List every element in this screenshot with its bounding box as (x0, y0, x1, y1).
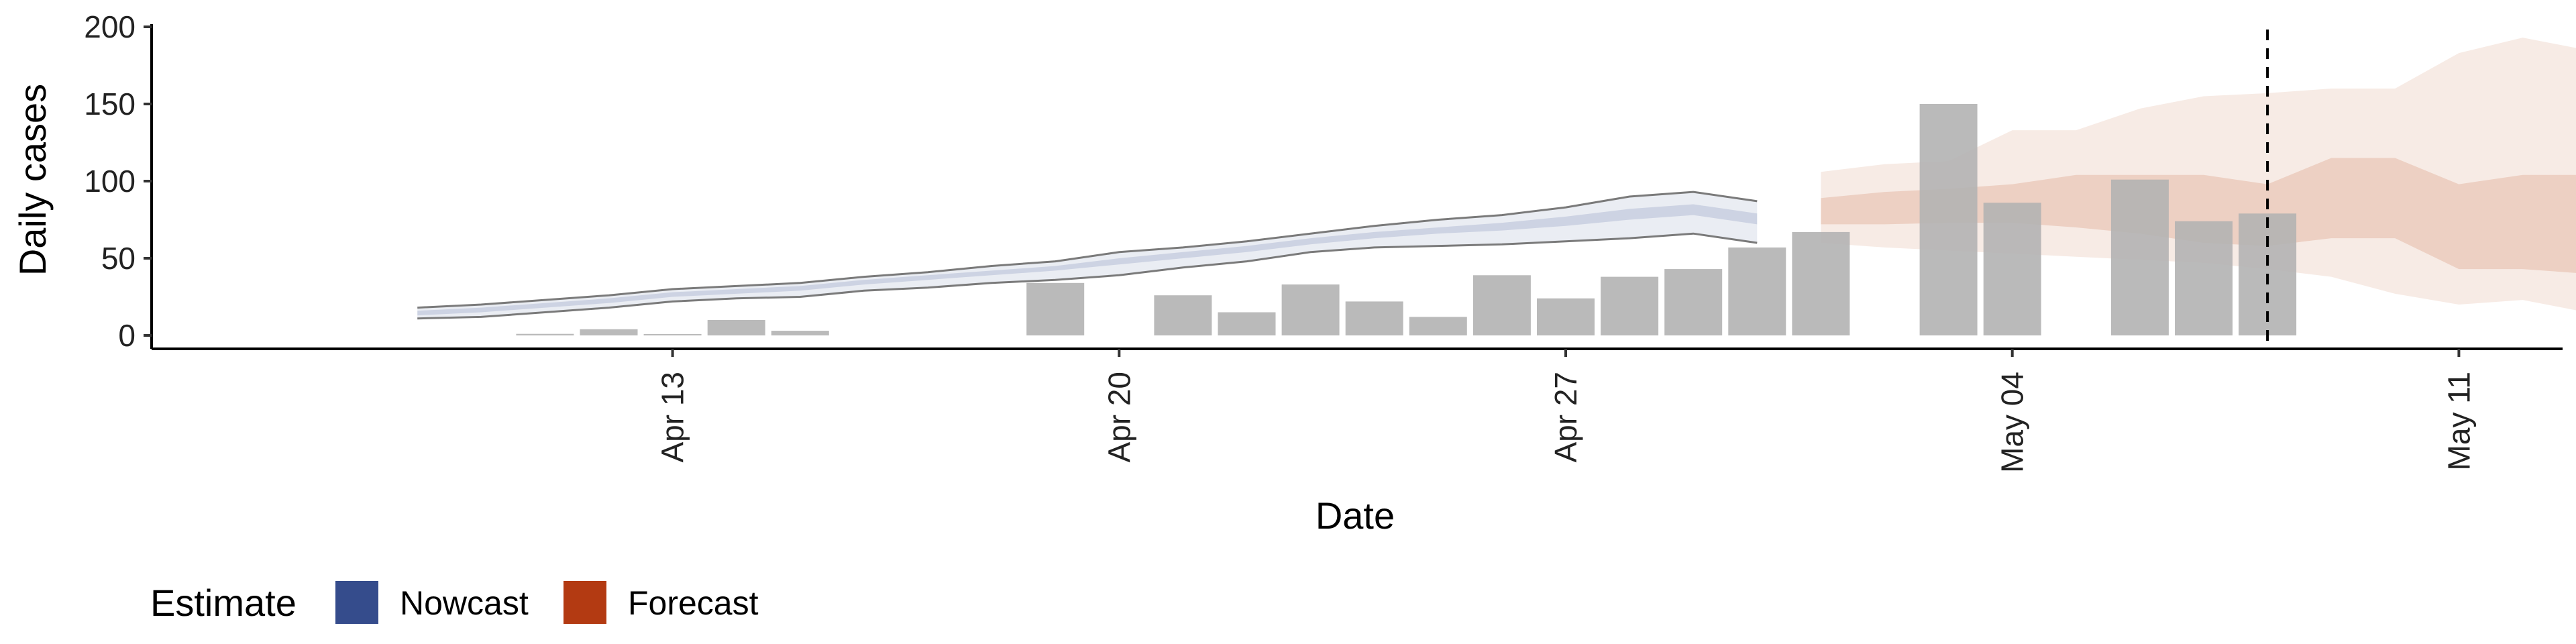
legend-nowcast-label: Nowcast (400, 584, 529, 622)
bar-2020-05-06 (2110, 179, 2169, 335)
forecast-inner-band (1821, 158, 2576, 273)
legend-nowcast-swatch (335, 581, 378, 624)
legend-forecast-swatch (564, 581, 606, 624)
bar-2020-04-13 (643, 334, 702, 335)
x-tick-label-Apr 27: Apr 27 (1548, 372, 1583, 463)
x-tick-label-May 11: May 11 (2441, 372, 2476, 470)
y-axis-title: Daily cases (11, 84, 54, 276)
x-axis-title: Date (1316, 494, 1395, 537)
x-tick-label-May 04: May 04 (1995, 372, 2030, 473)
bar-2020-04-21 (1154, 295, 1212, 335)
bar-2020-05-04 (1983, 203, 2041, 335)
bar-2020-04-25 (1409, 317, 1467, 335)
y-tick-label-100: 100 (84, 164, 136, 199)
x-tick-label-Apr 13: Apr 13 (655, 372, 690, 463)
y-tick-label-0: 0 (118, 318, 136, 353)
bar-2020-04-23 (1281, 284, 1340, 335)
nowcast-inner-band (417, 204, 1758, 316)
bar-2020-04-15 (771, 331, 829, 335)
bar-2020-05-03 (1919, 104, 1978, 335)
bar-2020-04-28 (1601, 276, 1659, 335)
bar-2020-04-11 (516, 333, 574, 335)
bar-2020-04-30 (1728, 247, 1786, 335)
reported-cases-bars (516, 104, 2297, 335)
bar-2020-04-14 (707, 320, 765, 335)
nowcast-outer-band (417, 192, 1758, 319)
bar-2020-04-19 (1026, 282, 1085, 335)
x-axis: Apr 13 Apr 20 Apr 27 May 04 May 11 (152, 347, 2563, 473)
nowcast-lower-line (417, 232, 1758, 320)
bar-2020-04-29 (1664, 269, 1723, 335)
legend-forecast-label: Forecast (628, 584, 759, 622)
x-tick-label-Apr 20: Apr 20 (1102, 372, 1136, 463)
bar-2020-05-07 (2175, 221, 2233, 335)
y-tick-label-200: 200 (84, 9, 136, 44)
y-tick-label-150: 150 (84, 87, 136, 121)
bar-2020-04-12 (580, 329, 638, 335)
y-axis: 0 50 100 150 200 (84, 9, 153, 353)
bar-2020-04-27 (1537, 298, 1595, 335)
plot-area (417, 30, 2576, 349)
legend-title: Estimate (150, 582, 297, 624)
y-tick-label-50: 50 (101, 241, 136, 276)
bar-2020-04-24 (1345, 301, 1403, 335)
bar-2020-04-22 (1218, 312, 1276, 335)
legend: Estimate Nowcast Forecast (150, 581, 759, 624)
nowcast-bands (417, 191, 1758, 320)
nowcast-upper-line (417, 191, 1758, 309)
bar-2020-05-01 (1792, 231, 1850, 335)
bar-2020-04-26 (1472, 275, 1531, 335)
